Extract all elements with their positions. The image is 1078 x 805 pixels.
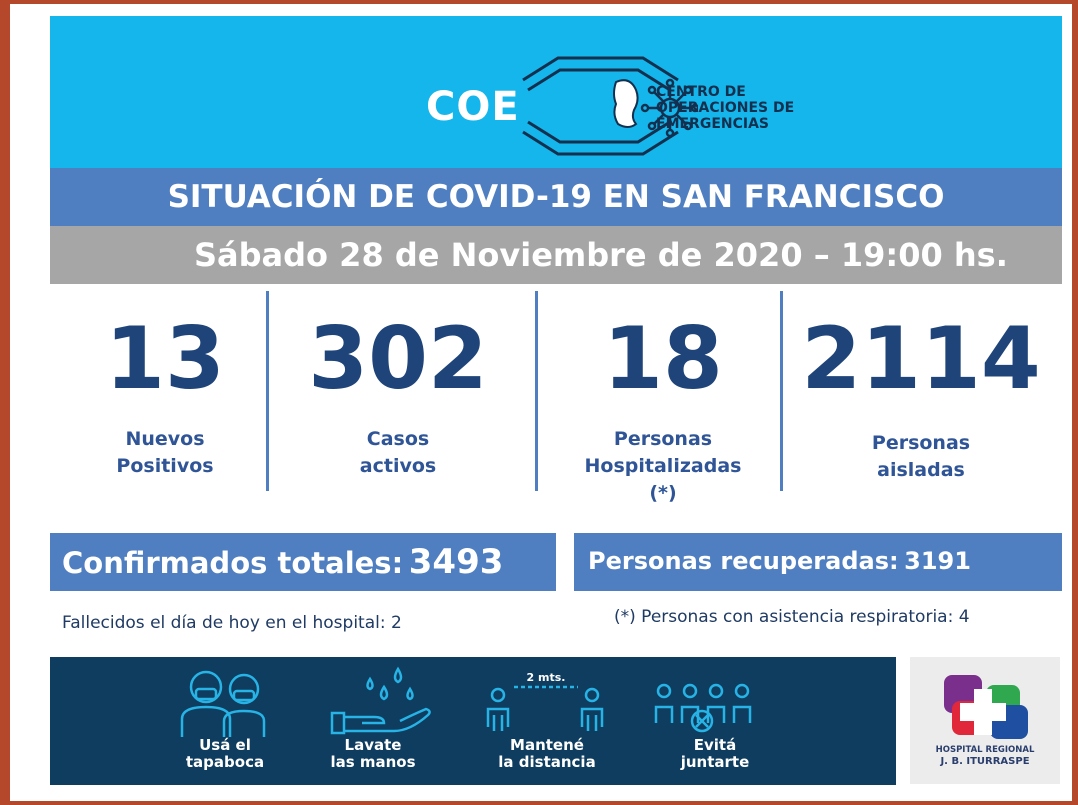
- stat-label-line: Nuevos: [125, 428, 205, 450]
- coe-wordmark: COE: [426, 84, 520, 130]
- juntarte-label: Evitá juntarte: [640, 737, 790, 771]
- stat-value: 13: [105, 309, 225, 409]
- fallecidos-note: Fallecidos el día de hoy en el hospital:…: [62, 613, 402, 633]
- asistencia-respiratoria-note: (*) Personas con asistencia respiratoria…: [614, 607, 970, 627]
- confirmados-label: Confirmados totales:: [62, 546, 404, 580]
- footer-label-line: juntarte: [680, 753, 750, 771]
- stat-label-line: Personas: [613, 428, 713, 450]
- footer-label-line: Mantené: [510, 736, 584, 754]
- report-date: Sábado 28 de Noviembre de 2020 – 19:00 h…: [50, 226, 1062, 284]
- no-gathering-icon: [654, 683, 752, 733]
- stat-hospitalizadas: 18 Personas Hospitalizadas (*): [553, 316, 773, 507]
- coe-header-banner: COE CENTRO DE OPERACIONES DE EMERGENCIAS: [50, 16, 1062, 168]
- hospital-cross-icon: [944, 675, 1028, 739]
- social-distance-icon: 2 mts.: [486, 671, 604, 731]
- coe-full-name: CENTRO DE OPERACIONES DE EMERGENCIAS: [656, 84, 846, 132]
- stat-personas-aisladas: 2114 Personas aisladas: [796, 316, 1046, 484]
- confirmados-totales-box: Confirmados totales: 3493: [50, 533, 556, 591]
- coe-name-line-3: EMERGENCIAS: [656, 116, 770, 132]
- stat-divider: [535, 291, 538, 491]
- stat-casos-activos: 302 Casos activos: [288, 316, 508, 480]
- stat-label-line: activos: [359, 455, 437, 477]
- hospital-name-line-1: HOSPITAL REGIONAL: [935, 745, 1035, 755]
- hospital-name: HOSPITAL REGIONAL J. B. ITURRASPE: [910, 745, 1060, 767]
- stat-nuevos-positivos: 13 Nuevos Positivos: [60, 316, 270, 480]
- stat-value: 18: [603, 309, 723, 409]
- prevention-banner: Usá el tapaboca Lavate las manos 2 mts. …: [50, 657, 896, 785]
- hand-washing-icon: [330, 666, 431, 735]
- coe-name-line-2: OPERACIONES DE: [656, 100, 795, 116]
- hospital-logo: HOSPITAL REGIONAL J. B. ITURRASPE: [910, 657, 1060, 784]
- stat-value: 302: [308, 309, 488, 409]
- footer-label-line: la distancia: [498, 753, 596, 771]
- stat-label-line: Personas: [871, 432, 971, 454]
- report-title: SITUACIÓN DE COVID-19 EN SAN FRANCISCO: [50, 168, 1062, 226]
- tapaboca-label: Usá el tapaboca: [150, 737, 300, 771]
- recuperadas-label: Personas recuperadas:: [588, 547, 899, 575]
- stat-label-line: Casos: [366, 428, 430, 450]
- confirmados-value: 3493: [408, 542, 504, 582]
- face-mask-icon: [180, 670, 266, 737]
- stat-divider: [780, 291, 783, 491]
- footer-label-line: Evitá: [693, 736, 737, 754]
- stat-label-line: Hospitalizadas: [584, 455, 742, 477]
- hospital-name-line-2: J. B. ITURRASPE: [940, 756, 1030, 767]
- coe-logo: COE CENTRO DE OPERACIONES DE EMERGENCIAS: [418, 54, 848, 164]
- stat-label-line: aisladas: [877, 459, 965, 481]
- footer-label-line: tapaboca: [185, 753, 265, 771]
- recuperadas-value: 3191: [904, 547, 971, 575]
- stat-label-line: Positivos: [116, 455, 214, 477]
- stat-label-line: (*): [649, 482, 677, 504]
- distance-label: 2 mts.: [527, 671, 566, 684]
- stat-value: 2114: [801, 309, 1041, 409]
- distancia-label: Mantené la distancia: [472, 737, 622, 771]
- personas-recuperadas-box: Personas recuperadas: 3191: [574, 533, 1062, 591]
- footer-label-line: las manos: [330, 753, 416, 771]
- footer-label-line: Lavate: [344, 736, 402, 754]
- stat-divider: [266, 291, 269, 491]
- coe-hexagon-virus-icon: [522, 56, 698, 156]
- lavate-label: Lavate las manos: [298, 737, 448, 771]
- coe-name-line-1: CENTRO DE: [656, 84, 746, 100]
- footer-label-line: Usá el: [199, 736, 251, 754]
